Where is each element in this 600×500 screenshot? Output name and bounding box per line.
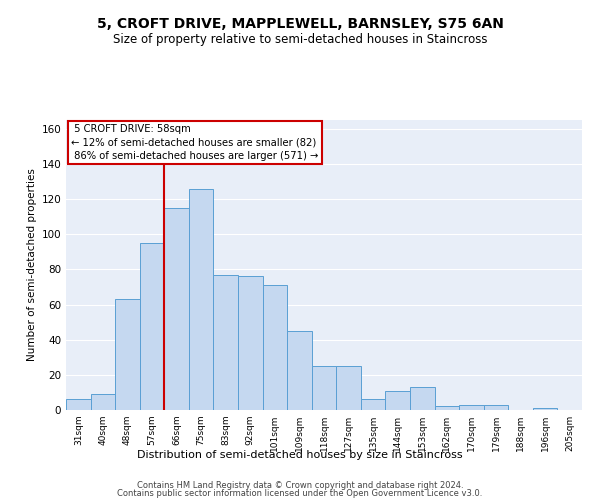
Bar	[66, 400, 91, 410]
Text: 5 CROFT DRIVE: 58sqm
← 12% of semi-detached houses are smaller (82)
 86% of semi: 5 CROFT DRIVE: 58sqm ← 12% of semi-detac…	[71, 124, 319, 161]
Bar	[434, 406, 459, 410]
Bar	[484, 404, 508, 410]
Text: 5, CROFT DRIVE, MAPPLEWELL, BARNSLEY, S75 6AN: 5, CROFT DRIVE, MAPPLEWELL, BARNSLEY, S7…	[97, 18, 503, 32]
Bar	[91, 394, 115, 410]
Bar	[238, 276, 263, 410]
Y-axis label: Number of semi-detached properties: Number of semi-detached properties	[27, 168, 37, 362]
Text: Distribution of semi-detached houses by size in Staincross: Distribution of semi-detached houses by …	[137, 450, 463, 460]
Text: Contains HM Land Registry data © Crown copyright and database right 2024.: Contains HM Land Registry data © Crown c…	[137, 480, 463, 490]
Bar	[263, 285, 287, 410]
Bar	[385, 390, 410, 410]
Bar	[336, 366, 361, 410]
Bar	[459, 404, 484, 410]
Bar	[287, 331, 312, 410]
Bar	[533, 408, 557, 410]
Bar	[115, 300, 140, 410]
Bar	[140, 243, 164, 410]
Bar	[214, 274, 238, 410]
Text: Size of property relative to semi-detached houses in Staincross: Size of property relative to semi-detach…	[113, 32, 487, 46]
Bar	[410, 387, 434, 410]
Text: Contains public sector information licensed under the Open Government Licence v3: Contains public sector information licen…	[118, 489, 482, 498]
Bar	[361, 400, 385, 410]
Bar	[312, 366, 336, 410]
Bar	[164, 208, 189, 410]
Bar	[189, 188, 214, 410]
